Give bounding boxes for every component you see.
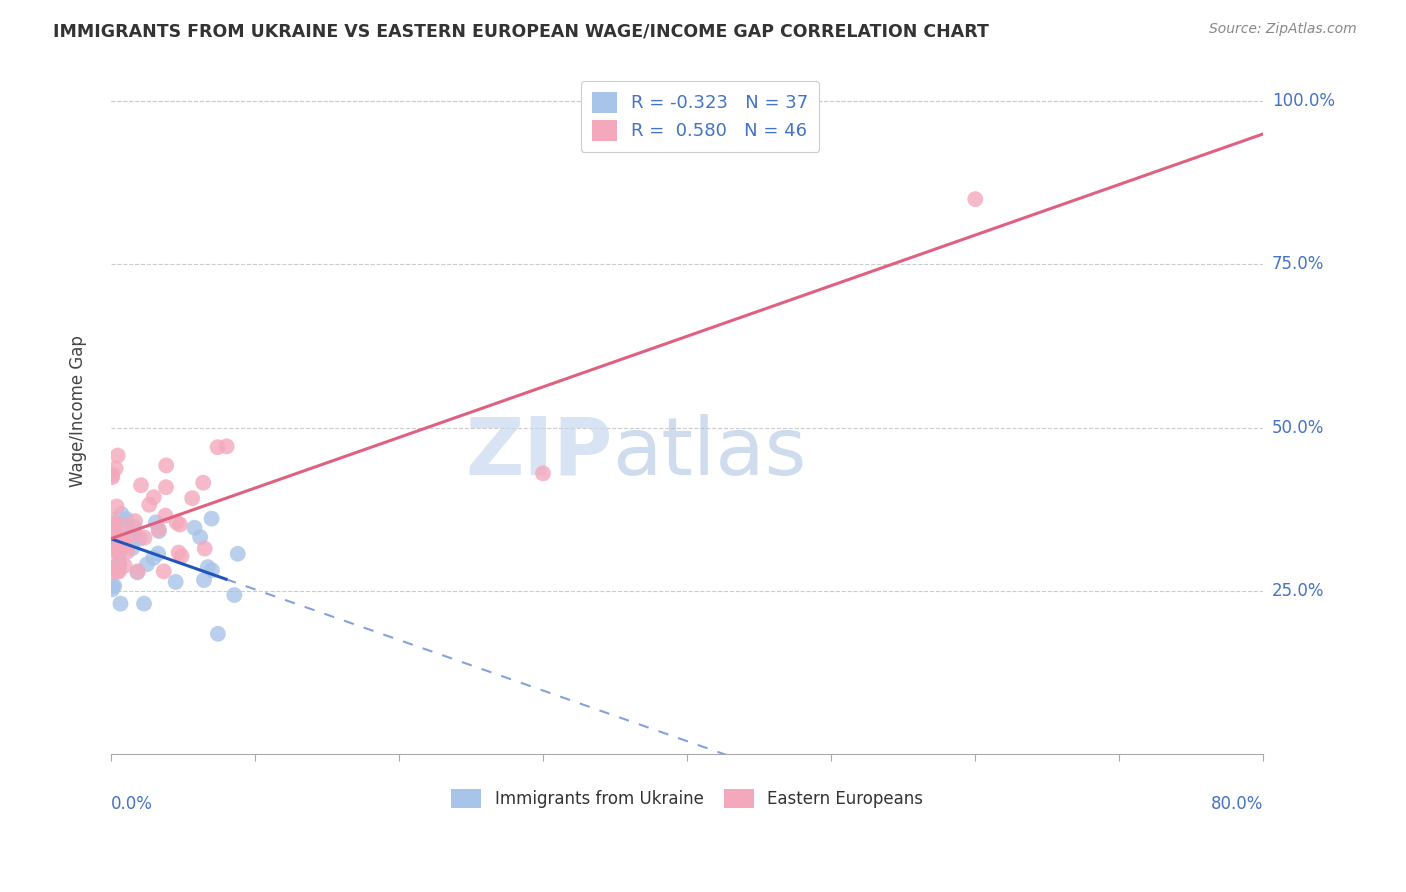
Text: Wage/Income Gap: Wage/Income Gap xyxy=(69,335,87,487)
Point xyxy=(104,461,127,475)
Point xyxy=(155,508,177,523)
Point xyxy=(101,523,124,537)
Point xyxy=(108,539,131,553)
Point xyxy=(124,514,146,528)
Point xyxy=(107,565,129,579)
Point xyxy=(169,517,191,532)
Point xyxy=(145,516,167,530)
Point xyxy=(183,521,205,535)
Point xyxy=(103,579,125,593)
Point xyxy=(167,545,190,559)
Text: 75.0%: 75.0% xyxy=(1272,255,1324,274)
Point xyxy=(215,439,238,453)
Point xyxy=(101,540,124,554)
Text: ZIP: ZIP xyxy=(465,414,612,491)
Point xyxy=(105,541,128,555)
Text: atlas: atlas xyxy=(612,414,807,491)
Point xyxy=(152,565,174,579)
Point xyxy=(207,440,229,454)
Point xyxy=(107,556,129,570)
Point xyxy=(194,541,217,556)
Point xyxy=(101,467,124,482)
Text: 0.0%: 0.0% xyxy=(111,796,153,814)
Point xyxy=(104,516,127,531)
Point xyxy=(155,458,177,473)
Point xyxy=(101,582,124,597)
Text: IMMIGRANTS FROM UKRAINE VS EASTERN EUROPEAN WAGE/INCOME GAP CORRELATION CHART: IMMIGRANTS FROM UKRAINE VS EASTERN EUROP… xyxy=(53,22,990,40)
Point xyxy=(124,526,146,541)
Point xyxy=(105,500,128,514)
Point xyxy=(165,574,187,589)
Point xyxy=(108,532,131,546)
Point xyxy=(531,467,554,481)
Point xyxy=(129,478,152,492)
Text: Source: ZipAtlas.com: Source: ZipAtlas.com xyxy=(1209,22,1357,37)
Point xyxy=(107,531,129,545)
Point xyxy=(965,192,987,206)
Point xyxy=(101,513,124,527)
Point xyxy=(110,507,132,521)
Point xyxy=(101,579,124,593)
Point xyxy=(117,519,139,533)
Point xyxy=(103,526,125,541)
Point xyxy=(115,545,138,559)
Point xyxy=(121,541,143,556)
Point xyxy=(127,566,149,580)
Point xyxy=(110,597,132,611)
Point xyxy=(197,560,219,574)
Point xyxy=(193,573,215,587)
Point xyxy=(127,565,149,579)
Point xyxy=(155,480,177,494)
Point xyxy=(207,627,229,641)
Point xyxy=(193,475,215,490)
Point xyxy=(107,449,129,463)
Point xyxy=(136,558,159,572)
Text: 25.0%: 25.0% xyxy=(1272,582,1324,600)
Point xyxy=(138,498,160,512)
Point xyxy=(148,524,170,538)
Point xyxy=(108,547,131,561)
Point xyxy=(115,512,138,526)
Point xyxy=(101,535,124,549)
Point xyxy=(201,563,224,577)
Point xyxy=(142,551,165,566)
Point xyxy=(181,491,204,505)
Point xyxy=(128,532,150,546)
Point xyxy=(124,520,146,534)
Point xyxy=(101,534,124,549)
Point xyxy=(132,597,155,611)
Point xyxy=(200,511,222,525)
Point xyxy=(226,547,249,561)
Point xyxy=(103,516,125,531)
Text: 100.0%: 100.0% xyxy=(1272,92,1334,111)
Point xyxy=(146,547,169,561)
Point xyxy=(111,518,134,533)
Point xyxy=(188,530,211,544)
Point xyxy=(112,533,135,548)
Point xyxy=(121,524,143,539)
Point xyxy=(101,560,124,574)
Point xyxy=(107,542,129,557)
Text: 50.0%: 50.0% xyxy=(1272,418,1324,437)
Legend: Immigrants from Ukraine, Eastern Europeans: Immigrants from Ukraine, Eastern Europea… xyxy=(444,782,929,814)
Point xyxy=(101,565,124,579)
Point xyxy=(170,549,193,564)
Point xyxy=(108,558,131,572)
Point xyxy=(142,490,165,504)
Point xyxy=(101,530,124,544)
Point xyxy=(166,516,188,530)
Point xyxy=(148,523,170,537)
Point xyxy=(101,470,124,484)
Point xyxy=(103,544,125,558)
Point xyxy=(114,558,136,573)
Point xyxy=(115,538,138,552)
Text: 80.0%: 80.0% xyxy=(1211,796,1264,814)
Point xyxy=(134,531,156,545)
Point xyxy=(107,565,129,579)
Point xyxy=(224,588,246,602)
